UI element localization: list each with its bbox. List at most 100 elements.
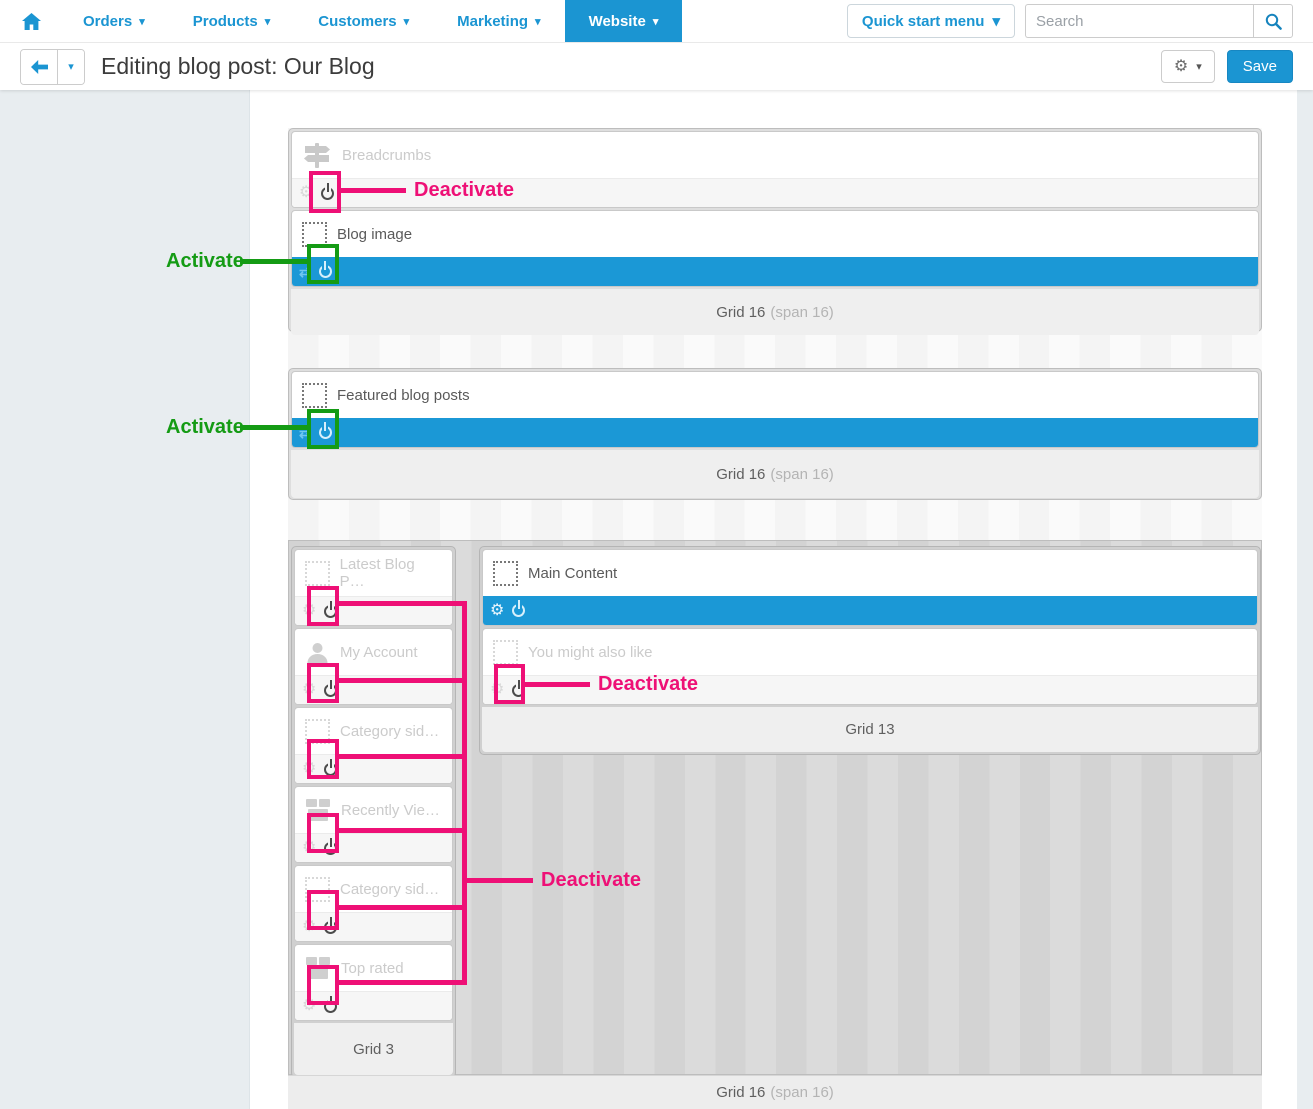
widget-my-account[interactable]: My Account ⚙: [294, 628, 453, 705]
gear-icon[interactable]: ⚙: [302, 681, 317, 698]
nav-item-products[interactable]: Products ▾: [169, 0, 295, 42]
signpost-icon: [302, 142, 332, 169]
power-toggle-icon[interactable]: [324, 841, 338, 855]
widget-top-rated[interactable]: Top rated ⚙: [294, 944, 453, 1021]
widget-toolbar[interactable]: ⚙: [295, 675, 452, 704]
power-toggle-icon[interactable]: [318, 265, 332, 278]
chevron-down-icon: ▾: [652, 15, 659, 28]
widget-label: Featured blog posts: [337, 386, 470, 404]
widget-main-content[interactable]: Main Content ⚙: [482, 549, 1258, 626]
quick-start-menu-button[interactable]: Quick start menu ▾: [846, 4, 1015, 38]
search-button[interactable]: [1253, 4, 1293, 38]
widget-latest-blog-posts[interactable]: Latest Blog P… ⚙: [294, 549, 453, 626]
gear-icon[interactable]: ⚙: [302, 839, 317, 856]
home-button[interactable]: [0, 0, 59, 42]
widget-label: Recently Vie…: [341, 801, 440, 819]
grid-footer-bottom: Grid 16 (span 16): [288, 1075, 1262, 1109]
gear-icon[interactable]: ⚙: [299, 184, 314, 201]
widget-label: Latest Blog P…: [339, 556, 415, 590]
quick-start-menu-label: Quick start menu: [861, 12, 985, 30]
widget-placeholder-icon: [305, 718, 330, 744]
chevron-down-icon: ▾: [1196, 61, 1202, 73]
page-title: Editing blog post: Our Blog: [101, 53, 375, 79]
gear-icon[interactable]: ⚙: [302, 602, 317, 619]
grid-label: Grid 3: [353, 1040, 394, 1058]
widget-toolbar[interactable]: ⚙: [483, 675, 1257, 704]
gear-icon[interactable]: ⚙: [302, 997, 317, 1014]
power-toggle-icon[interactable]: [324, 920, 338, 934]
grid-label: Grid 13: [845, 721, 895, 738]
power-toggle-icon[interactable]: [324, 683, 338, 697]
widget-breadcrumbs[interactable]: Breadcrumbs ⚙: [291, 131, 1259, 208]
widget-toolbar[interactable]: ⚙: [295, 833, 452, 862]
layout-editor: Breadcrumbs ⚙ Blog image ⇄ Grid 16: [288, 128, 1262, 1109]
nav-item-website[interactable]: Website ▾: [564, 0, 683, 42]
nav-item-label: Website: [588, 12, 646, 30]
chevron-down-icon: ▾: [535, 15, 541, 28]
grid-footer: Grid 3: [294, 1023, 453, 1075]
chevron-down-icon: ▾: [264, 15, 271, 28]
search-icon: [1265, 13, 1282, 30]
grid-span-label: (span 16): [770, 303, 834, 321]
widget-toolbar[interactable]: ⇄: [292, 418, 1258, 447]
move-icon[interactable]: ⇄: [299, 263, 311, 280]
widget-label: You might also like: [528, 643, 653, 661]
gear-icon[interactable]: ⚙: [302, 760, 317, 777]
power-toggle-icon[interactable]: [324, 762, 338, 776]
search-input[interactable]: [1025, 4, 1253, 38]
nav-item-customers[interactable]: Customers ▾: [294, 0, 433, 42]
widget-toolbar[interactable]: ⚙: [295, 991, 452, 1020]
power-toggle-icon[interactable]: [512, 683, 526, 697]
gear-icon[interactable]: ⚙: [490, 681, 505, 698]
widget-category-sidebar-2[interactable]: Category sid… ⚙: [294, 865, 453, 942]
power-toggle-icon[interactable]: [318, 426, 332, 439]
chevron-down-icon: ▾: [403, 15, 410, 28]
grid16-section-featured: Featured blog posts ⇄ Grid 16 (span 16): [288, 368, 1262, 500]
grid-footer: Grid 16 (span 16): [291, 289, 1259, 335]
widget-featured-blog-posts[interactable]: Featured blog posts ⇄: [291, 371, 1259, 448]
power-toggle-icon[interactable]: [321, 186, 335, 200]
widget-toolbar[interactable]: ⇄: [292, 257, 1258, 286]
widget-blog-image[interactable]: Blog image ⇄: [291, 210, 1259, 287]
nav-item-label: Products: [192, 12, 258, 30]
gear-icon[interactable]: ⚙: [490, 601, 505, 619]
widget-placeholder-icon: [493, 560, 518, 586]
widget-you-might-also-like[interactable]: You might also like ⚙: [482, 628, 1258, 705]
save-button[interactable]: Save: [1226, 50, 1293, 83]
widget-label: My Account: [340, 643, 418, 661]
top-navigation: Orders ▾ Products ▾ Customers ▾ Marketin…: [0, 0, 1313, 43]
back-button[interactable]: [21, 49, 58, 84]
right-page-strip: [1297, 90, 1313, 1109]
power-toggle-icon[interactable]: [512, 604, 526, 617]
settings-dropdown-button[interactable]: ⚙ ▾: [1160, 50, 1215, 83]
widget-placeholder-icon: [302, 382, 327, 408]
grid3-column: Latest Blog P… ⚙ My Account: [291, 546, 456, 1078]
widget-label: Breadcrumbs: [342, 146, 432, 164]
widget-toolbar[interactable]: ⚙: [292, 178, 1258, 207]
power-toggle-icon[interactable]: [324, 604, 338, 618]
page-header: ▾ Editing blog post: Our Blog ⚙ ▾ Save: [0, 43, 1313, 90]
back-dropdown-button[interactable]: ▾: [58, 49, 84, 84]
widget-recently-viewed[interactable]: Recently Vie… ⚙: [294, 786, 453, 863]
grid-footer: Grid 13: [482, 707, 1258, 752]
nav-item-label: Marketing: [457, 12, 529, 30]
package-icon: [305, 798, 331, 822]
widget-toolbar[interactable]: ⚙: [295, 596, 452, 625]
nav-item-marketing[interactable]: Marketing ▾: [433, 0, 564, 42]
grid-label: Grid 16: [716, 1084, 766, 1101]
nav-item-orders[interactable]: Orders ▾: [59, 0, 169, 42]
grid13-column: Main Content ⚙ You might also like ⚙: [479, 546, 1261, 755]
widget-label: Main Content: [528, 564, 618, 582]
gear-icon[interactable]: ⚙: [302, 918, 317, 935]
power-toggle-icon[interactable]: [324, 999, 338, 1013]
widget-category-sidebar-1[interactable]: Category sid… ⚙: [294, 707, 453, 784]
widget-label: Category sid…: [340, 880, 440, 898]
left-sidebar-strip: [0, 90, 250, 1109]
widget-label: Blog image: [337, 225, 413, 243]
widget-toolbar[interactable]: ⚙: [295, 912, 452, 941]
back-button-group: ▾: [20, 48, 85, 85]
move-icon[interactable]: ⇄: [299, 424, 311, 441]
widget-toolbar[interactable]: ⚙: [295, 754, 452, 783]
widget-toolbar[interactable]: ⚙: [483, 596, 1257, 625]
back-arrow-icon: [30, 59, 48, 74]
